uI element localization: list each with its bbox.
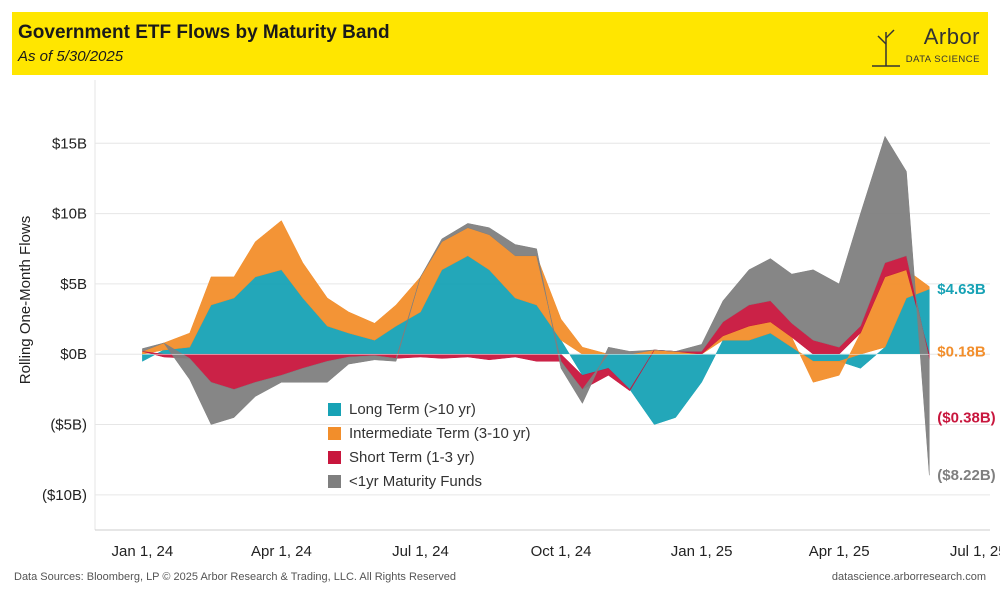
- tree-logo-icon: [872, 29, 900, 67]
- x-tick-label: Jul 1, 24: [392, 543, 449, 560]
- chart-subtitle: As of 5/30/2025: [18, 48, 124, 65]
- legend-item-intermediate: Intermediate Term (3-10 yr): [328, 421, 530, 445]
- x-tick-label: Jan 1, 24: [112, 543, 174, 560]
- data-source-note: Data Sources: Bloomberg, LP © 2025 Arbor…: [14, 571, 457, 583]
- legend-label-long: Long Term (>10 yr): [349, 400, 476, 418]
- x-tick-label: Jan 1, 25: [671, 543, 733, 560]
- end-label-sub1yr: ($8.22B): [937, 467, 995, 484]
- legend-label-short: Short Term (1-3 yr): [349, 448, 475, 466]
- arbor-logo: Arbor DATA SCIENCE: [870, 22, 980, 70]
- end-label-intermediate: $0.18B: [937, 344, 986, 361]
- logo-subtitle: DATA SCIENCE: [905, 54, 980, 65]
- end-labels: $4.63B $0.18B ($0.38B) ($8.22B): [937, 281, 995, 484]
- y-tick-label: $0B: [60, 346, 87, 363]
- y-tick-label: $10B: [52, 206, 87, 223]
- series-areas: [142, 135, 930, 476]
- chart-header: Government ETF Flows by Maturity Band As…: [12, 12, 988, 75]
- legend-item-long: Long Term (>10 yr): [328, 397, 530, 421]
- x-tick-label: Apr 1, 25: [809, 543, 870, 560]
- y-tick-label: ($10B): [42, 487, 87, 504]
- end-label-long: $4.63B: [937, 281, 986, 298]
- y-tick-label: ($5B): [50, 417, 87, 434]
- legend-swatch-intermediate: [328, 426, 341, 440]
- legend-swatch-sub1yr: [328, 474, 341, 488]
- area-intermediate: [142, 220, 930, 383]
- y-axis-label: Rolling One-Month Flows: [17, 216, 34, 384]
- y-tick-label: $5B: [60, 276, 87, 293]
- legend-swatch-long: [328, 402, 341, 416]
- legend-item-short: Short Term (1-3 yr): [328, 445, 530, 469]
- legend-swatch-short: [328, 450, 341, 464]
- x-axis-ticks: Jan 1, 24 Apr 1, 24 Jul 1, 24 Oct 1, 24 Jan …: [112, 543, 1000, 560]
- site-url: datascience.arborresearch.com: [831, 571, 986, 583]
- x-tick-label: Apr 1, 24: [251, 543, 312, 560]
- legend-item-sub1yr: <1yr Maturity Funds: [328, 469, 530, 493]
- logo-name: Arbor: [923, 24, 980, 49]
- area-sub1yr: [142, 135, 930, 476]
- y-tick-label: $15B: [52, 135, 87, 152]
- end-label-short: ($0.38B): [937, 410, 995, 427]
- chart-legend: Long Term (>10 yr) Intermediate Term (3-…: [328, 397, 530, 493]
- y-axis-ticks: $15B $10B $5B $0B ($5B) ($10B): [42, 135, 87, 504]
- legend-label-sub1yr: <1yr Maturity Funds: [349, 472, 482, 490]
- x-tick-label: Oct 1, 24: [531, 543, 592, 560]
- x-tick-label: Jul 1, 25: [950, 543, 1000, 560]
- chart-title: Government ETF Flows by Maturity Band: [18, 22, 390, 43]
- legend-label-intermediate: Intermediate Term (3-10 yr): [349, 424, 531, 442]
